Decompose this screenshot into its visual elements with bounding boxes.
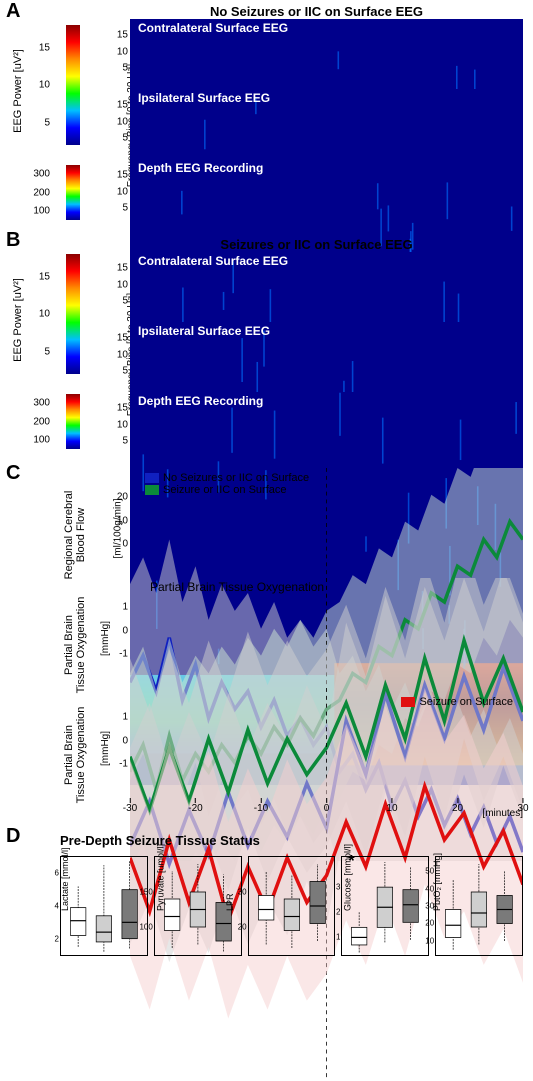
spectrogram-row: 51015Contralateral Surface EEG (90, 19, 523, 89)
chart-title: Partial Brain Tissue Oxygenation (150, 580, 324, 594)
chart-ylabel: Partial BrainTissue Oxygenation (63, 700, 87, 810)
spectrogram-row: 51015Ipsilateral Surface EEG (90, 322, 523, 392)
panel-b-label: B (6, 229, 20, 252)
legend-item: Seizure or IIC on Surface (145, 484, 309, 496)
boxplot: Glucose [mmol/l]123* (341, 856, 429, 956)
panel-d-title: Pre-Depth Seizure Tissue Status (60, 833, 533, 848)
legend-item: Seizure on Surface (401, 696, 513, 708)
chart-ylabel: Partial BrainTissue Oxygenation (63, 590, 87, 700)
boxplot: Lactate [mmol/l]246 (60, 856, 148, 956)
spectrogram-title: Depth EEG Recording (138, 161, 263, 175)
line-chart: Partial BrainTissue Oxygenation[mmHg]-10… (90, 578, 523, 688)
spectrogram-row: 51015Contralateral Surface EEG (90, 252, 523, 322)
colorbar-b2: 100200300 (10, 394, 80, 449)
boxplot: PbtO₂ [mmHg]1020304050 (435, 856, 523, 956)
panel-c-label: C (6, 462, 20, 485)
legend-label: No Seizures or IIC on Surface (163, 472, 309, 484)
colorbar-a1-label: EEG Power [uV²] (12, 49, 24, 133)
legend-swatch (145, 473, 159, 483)
spectrogram-title: Ipsilateral Surface EEG (138, 324, 270, 338)
panel-d: D Pre-Depth Seizure Tissue Status Lactat… (0, 823, 533, 966)
panel-c: C Regional CerebralBlood Flow[ml/100g/mi… (0, 462, 533, 823)
legend-label: Seizure on Surface (419, 696, 513, 708)
colorbar-b1-label: EEG Power [uV²] (12, 278, 24, 362)
line-chart: Regional CerebralBlood Flow[ml/100g/min]… (90, 468, 523, 578)
spectrogram-title: Contralateral Surface EEG (138, 21, 288, 35)
panel-a: A No Seizures or IIC on Surface EEG 5101… (0, 0, 533, 229)
spectrogram-row: 51015Depth EEG Recording (90, 392, 523, 462)
line-chart: Partial BrainTissue Oxygenation[mmHg]-10… (90, 688, 523, 798)
spectrogram-title: Ipsilateral Surface EEG (138, 91, 270, 105)
panel-a-title: No Seizures or IIC on Surface EEG (100, 4, 533, 19)
legend-swatch (145, 485, 159, 495)
figure-root: A No Seizures or IIC on Surface EEG 5101… (0, 0, 533, 966)
panel-b: B Seizures or IIC on Surface EEG 51015 E… (0, 229, 533, 462)
boxplot: LPR2030 (248, 856, 336, 956)
spectrogram-title: Contralateral Surface EEG (138, 254, 288, 268)
spectrogram-row: 51015Depth EEG Recording (90, 159, 523, 229)
boxplot-ylabel: Pyruvate [umol/l] (155, 844, 165, 911)
legend-label: Seizure or IIC on Surface (163, 484, 287, 496)
significance-star: * (348, 853, 354, 871)
colorbar-a2: 100200300 (10, 165, 80, 220)
chart-legend: No Seizures or IIC on SurfaceSeizure or … (145, 472, 309, 496)
spectrogram-row: 51015Ipsilateral Surface EEG (90, 89, 523, 159)
chart-legend: Seizure on Surface (401, 696, 513, 708)
panel-d-label: D (6, 825, 20, 848)
chart-ylabel: Regional CerebralBlood Flow (63, 480, 87, 590)
boxplot-ylabel: LPR (224, 893, 234, 911)
legend-swatch (401, 697, 415, 707)
panel-b-title: Seizures or IIC on Surface EEG (100, 237, 533, 252)
panel-a-label: A (6, 0, 20, 23)
legend-item: No Seizures or IIC on Surface (145, 472, 309, 484)
x-axis: -30-20-100102030[minutes] (130, 798, 523, 823)
spectrogram-title: Depth EEG Recording (138, 394, 263, 408)
boxplot-ylabel: Lactate [mmol/l] (60, 847, 70, 911)
x-axis-label: [minutes] (482, 808, 523, 819)
